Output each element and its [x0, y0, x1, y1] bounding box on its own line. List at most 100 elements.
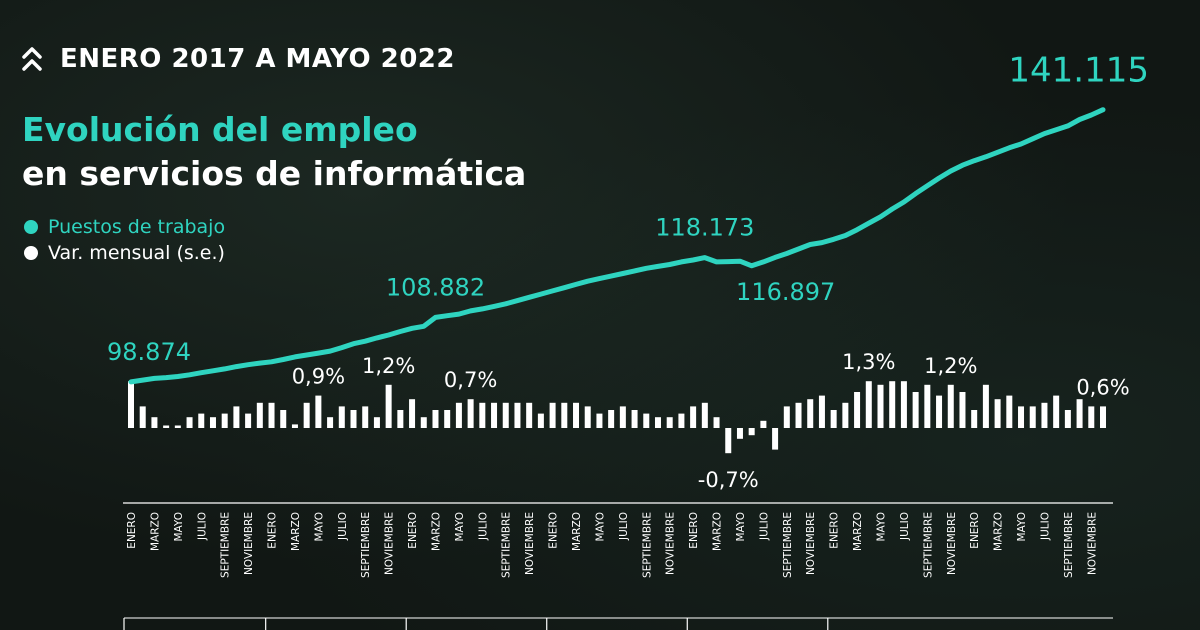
x-tick-label-50: MARZO [712, 512, 724, 551]
bar-39 [584, 406, 591, 428]
bar-5 [186, 417, 193, 428]
series-line-puestos [128, 107, 1106, 385]
x-tick-label-44: SEPTIEMBRE [641, 512, 653, 578]
bar-13 [280, 410, 287, 428]
x-tick-label-4: MAYO [173, 512, 185, 542]
bar-21 [373, 417, 380, 428]
bar-78 [1041, 402, 1048, 428]
bar-77 [1029, 406, 1036, 428]
x-tick-label-64: MAYO [876, 512, 888, 542]
bar-label-7: 0,6% [1076, 375, 1129, 399]
bar-label-1: 0,9% [292, 365, 345, 389]
x-tick-label-54: JULIO [758, 512, 770, 541]
line-label-1: 108.882 [386, 273, 485, 301]
legend-item-variation: Var. mensual (s.e.) [24, 240, 225, 266]
bar-label-2: 1,2% [362, 354, 415, 378]
x-tick-label-66: JULIO [899, 512, 911, 541]
legend-label-jobs: Puestos de trabajo [48, 216, 226, 238]
line-label-2: 118.173 [655, 214, 754, 242]
bar-31 [491, 402, 498, 428]
x-tick-label-36: ENERO [548, 512, 560, 549]
x-tick-label-34: NOVIEMBRE [524, 512, 536, 575]
bar-3 [163, 425, 170, 428]
bar-68 [924, 384, 931, 428]
x-tick-label-60: ENERO [829, 512, 841, 549]
period-label: ENERO 2017 A MAYO 2022 [60, 44, 455, 74]
bar-27 [444, 410, 451, 428]
bar-46 [666, 417, 673, 428]
bar-33 [514, 402, 521, 428]
x-tick-label-20: SEPTIEMBRE [360, 512, 372, 578]
x-tick-label-40: MAYO [594, 512, 606, 542]
x-tick-label-26: MARZO [431, 512, 443, 551]
bar-44 [643, 413, 650, 428]
legend-swatch-jobs [24, 220, 38, 234]
bar-80 [1064, 410, 1071, 428]
bar-14 [291, 424, 298, 428]
bar-20 [362, 406, 369, 428]
bar-52 [736, 428, 743, 439]
bar-82 [1088, 406, 1095, 428]
x-tick-label-22: NOVIEMBRE [384, 512, 396, 575]
x-tick-label-76: MAYO [1016, 512, 1028, 542]
bar-34 [526, 402, 533, 428]
bar-79 [1053, 395, 1060, 428]
x-tick-label-24: ENERO [407, 512, 419, 549]
bar-37 [561, 402, 568, 428]
title-line-1: Evolución del empleo [22, 110, 418, 149]
x-tick-label-18: JULIO [337, 512, 349, 541]
x-tick-label-10: NOVIEMBRE [243, 512, 255, 575]
bar-45 [654, 417, 661, 428]
bar-25 [420, 417, 427, 428]
legend-item-jobs: Puestos de trabajo [24, 214, 225, 240]
double-chevron-up-icon [22, 45, 42, 73]
bar-42 [619, 406, 626, 428]
x-tick-label-14: MARZO [290, 512, 302, 551]
x-tick-label-56: SEPTIEMBRE [782, 512, 794, 578]
bar-69 [936, 395, 943, 428]
bar-49 [701, 402, 708, 428]
bar-0 [128, 381, 134, 428]
bar-72 [971, 410, 978, 428]
bar-54 [760, 420, 767, 428]
x-tick-label-16: MAYO [313, 512, 325, 542]
bar-51 [725, 428, 732, 454]
x-tick-label-80: SEPTIEMBRE [1063, 512, 1075, 578]
bar-59 [818, 395, 825, 428]
x-tick-label-72: ENERO [969, 512, 981, 549]
bar-70 [947, 384, 954, 428]
x-tick-label-28: MAYO [454, 512, 466, 542]
bar-7 [209, 417, 216, 428]
bar-32 [502, 402, 509, 428]
bar-15 [303, 402, 310, 428]
bar-63 [865, 381, 872, 428]
bar-1 [139, 406, 146, 428]
x-tick-label-0: ENERO [126, 512, 138, 549]
bar-71 [959, 392, 966, 428]
bar-62 [854, 392, 861, 428]
bar-64 [877, 384, 884, 428]
bar-47 [678, 413, 685, 428]
line-label-3: 116.897 [736, 278, 835, 306]
bar-43 [631, 410, 638, 428]
bar-18 [338, 406, 345, 428]
bar-66 [900, 381, 907, 428]
bar-55 [772, 428, 779, 450]
bar-58 [807, 399, 814, 428]
bar-60 [830, 410, 837, 428]
bar-65 [889, 381, 896, 428]
x-tick-label-38: MARZO [571, 512, 583, 551]
x-tick-label-2: MARZO [149, 512, 161, 551]
x-tick-label-82: NOVIEMBRE [1086, 512, 1098, 575]
legend: Puestos de trabajo Var. mensual (s.e.) [24, 214, 225, 266]
bar-40 [596, 413, 603, 428]
bar-61 [842, 402, 849, 428]
bar-36 [549, 402, 556, 428]
x-tick-label-70: NOVIEMBRE [946, 512, 958, 575]
bar-9 [233, 406, 240, 428]
bar-57 [795, 402, 802, 428]
bar-22 [385, 384, 392, 428]
bar-50 [713, 417, 720, 428]
bar-30 [479, 402, 486, 428]
